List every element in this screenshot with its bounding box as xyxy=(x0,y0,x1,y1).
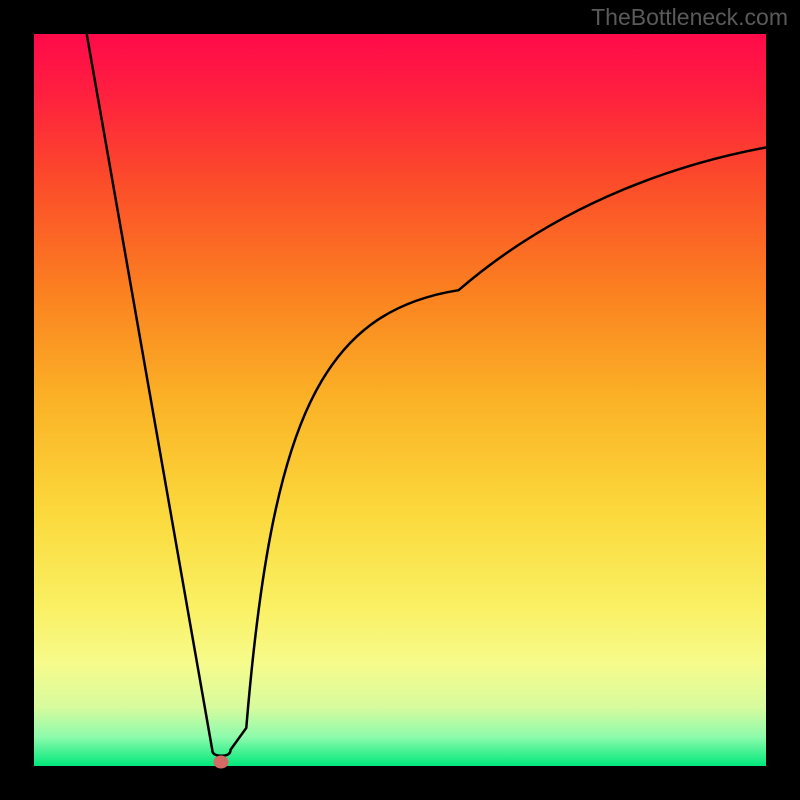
optimal-point-marker xyxy=(214,755,229,768)
curve-layer xyxy=(34,34,766,766)
watermark-text: TheBottleneck.com xyxy=(591,4,788,31)
bottleneck-curve xyxy=(87,34,766,756)
plot-area xyxy=(34,34,766,766)
bottleneck-chart: TheBottleneck.com xyxy=(0,0,800,800)
